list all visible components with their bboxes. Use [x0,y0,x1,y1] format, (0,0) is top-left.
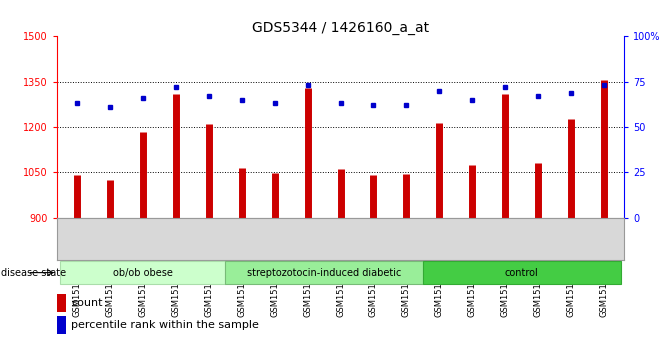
Text: control: control [505,268,539,278]
FancyBboxPatch shape [60,261,225,284]
Text: percentile rank within the sample: percentile rank within the sample [71,320,259,330]
Text: count: count [71,298,103,308]
Title: GDS5344 / 1426160_a_at: GDS5344 / 1426160_a_at [252,21,429,35]
Text: streptozotocin-induced diabetic: streptozotocin-induced diabetic [247,268,401,278]
Bar [57,294,66,312]
Text: ob/ob obese: ob/ob obese [113,268,172,278]
FancyBboxPatch shape [423,261,621,284]
Bar [57,316,66,334]
Text: disease state: disease state [1,268,66,278]
FancyBboxPatch shape [225,261,423,284]
